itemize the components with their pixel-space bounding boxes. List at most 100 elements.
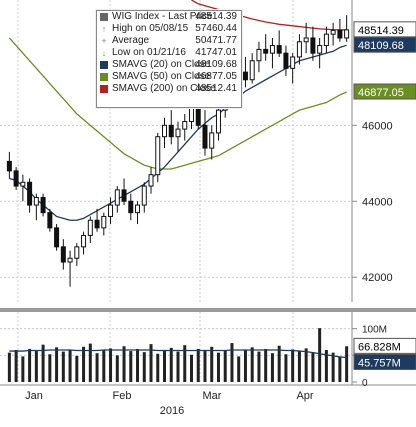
volume-bar <box>196 348 200 382</box>
legend-row: ↓ Low on 01/21/16 41747.01 <box>97 47 241 59</box>
volume-bar <box>230 343 234 382</box>
candle-body <box>256 48 262 62</box>
volume-bar <box>122 346 126 382</box>
legend-label: Low on 01/21/16 <box>112 47 186 58</box>
legend-title-swatch <box>100 13 108 21</box>
candle-body <box>209 132 215 149</box>
legend-row: SMAVG (20) on Close 48109.68 <box>97 59 241 71</box>
legend-title: WIG Index - Last Price <box>112 11 213 22</box>
volume-bar <box>291 349 295 382</box>
legend-row: + Average 50471.77 <box>97 35 241 47</box>
volume-bar <box>61 351 65 382</box>
volume-bar <box>304 348 308 382</box>
plus-icon: + <box>101 36 107 46</box>
candle-body <box>296 41 302 58</box>
legend-title-row: WIG Index - Last Price 48514.39 <box>97 11 241 23</box>
volume-bar <box>149 344 153 382</box>
volume-bar <box>68 349 72 382</box>
candle-body <box>135 204 141 214</box>
candle-body <box>101 215 107 229</box>
volume-badge-box <box>353 337 416 354</box>
x-tick-label: Apr <box>296 390 313 402</box>
candle-body <box>108 204 114 217</box>
volume-bar <box>115 355 119 382</box>
volume-badge-box <box>353 353 416 370</box>
volume-bar <box>95 353 99 382</box>
down-arrow-icon: ↓ <box>101 48 107 58</box>
volume-badge: 66.828M <box>353 337 416 354</box>
legend-label: SMAVG (200) on Close <box>112 83 216 94</box>
candle-body <box>303 37 309 43</box>
volume-bar <box>7 352 11 382</box>
volume-bar <box>176 351 180 382</box>
candle-body <box>33 196 39 206</box>
candle-body <box>27 181 33 206</box>
volume-bar <box>163 350 167 382</box>
candle-body <box>60 246 66 263</box>
price-badge-label: 46877.05 <box>358 87 404 99</box>
candle-body <box>87 219 93 236</box>
candle-body <box>202 124 208 149</box>
legend-label: High on 05/08/15 <box>112 23 189 34</box>
candle-body <box>155 136 161 176</box>
volume-avg-line <box>9 349 347 359</box>
volume-bar <box>345 346 349 382</box>
volume-bar <box>250 347 254 382</box>
price-badge: 48514.39 <box>353 21 416 38</box>
legend-row: ↑ High on 05/08/15 57460.44 <box>97 23 241 35</box>
up-arrow-icon: ↑ <box>101 24 107 34</box>
volume-bar <box>264 348 268 382</box>
legend-swatch <box>100 73 108 81</box>
legend-swatch <box>100 85 108 93</box>
volume-bar <box>311 352 315 382</box>
volume-tick-label: 0 <box>362 378 368 389</box>
volume-bar <box>223 350 227 382</box>
price-badge-label: 48109.68 <box>358 40 404 52</box>
candle-body <box>249 60 255 81</box>
candle-body <box>141 185 147 206</box>
legend-label: SMAVG (50) on Close <box>112 71 211 82</box>
legend-label: SMAVG (20) on Close <box>112 59 211 70</box>
candle-body <box>162 124 168 138</box>
volume-bar <box>243 350 247 382</box>
volume-bar <box>48 354 52 382</box>
volume-bar <box>216 352 220 382</box>
candle-body <box>269 45 275 54</box>
volume-bar <box>102 350 106 382</box>
legend-value: 48512.41 <box>195 83 237 94</box>
volume-bar <box>129 351 133 382</box>
x-tick-label: Mar <box>203 390 222 402</box>
legend: WIG Index - Last Price 48514.39 ↑ High on… <box>96 10 242 108</box>
volume-bar <box>41 344 45 382</box>
candle-body <box>74 246 80 259</box>
candle-body <box>290 56 296 69</box>
candle-body <box>283 52 289 69</box>
volume-bar <box>75 355 79 382</box>
price-badge-box <box>353 36 416 53</box>
volume-bar <box>318 328 322 382</box>
price-badge: 46877.05 <box>353 83 416 100</box>
legend-label: Average <box>112 35 150 46</box>
sma50-line <box>8 37 347 170</box>
y-tick-label: 42000 <box>362 272 393 284</box>
volume-bar <box>88 343 92 382</box>
volume-bar <box>109 348 113 382</box>
volume-bar <box>14 350 18 382</box>
candle-body <box>121 189 127 202</box>
volume-bar <box>55 347 59 382</box>
legend-row: SMAVG (50) on Close 46877.05 <box>97 71 241 83</box>
volume-bar <box>183 345 187 382</box>
candle-body <box>310 37 316 54</box>
x-tick-label: Jan <box>25 390 43 402</box>
candle-body <box>195 105 201 126</box>
legend-value: 46877.05 <box>195 71 237 82</box>
candle-body <box>40 196 46 214</box>
candle-body <box>54 227 60 248</box>
candle-body <box>215 109 221 134</box>
legend-value: 57460.44 <box>195 23 237 34</box>
candle-body <box>175 128 181 138</box>
candle-body <box>128 200 134 214</box>
legend-value: 48109.68 <box>195 59 237 70</box>
volume-bar <box>21 356 25 382</box>
